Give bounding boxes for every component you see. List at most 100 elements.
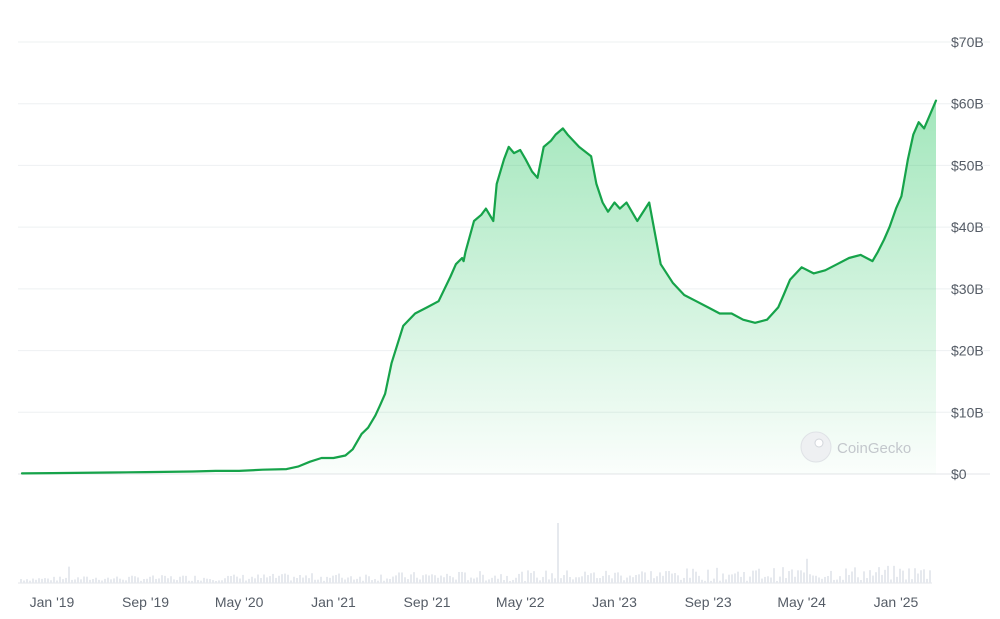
x-tick-label: May '20	[215, 594, 264, 610]
volume-bar	[200, 580, 202, 583]
volume-bar	[833, 579, 835, 583]
volume-bar	[626, 577, 628, 583]
volume-bar	[59, 576, 61, 583]
volume-bar	[371, 580, 373, 583]
volume-bar	[260, 577, 262, 583]
volume-bar	[326, 576, 328, 583]
y-tick-label: $30B	[951, 281, 984, 297]
volume-bar	[131, 575, 133, 583]
volume-bar	[407, 579, 409, 583]
volume-bar	[863, 571, 865, 583]
volume-bar	[914, 568, 916, 583]
volume-bar	[509, 580, 511, 583]
volume-bar	[530, 572, 532, 583]
volume-bar	[707, 569, 709, 583]
volume-bar	[731, 574, 733, 583]
volume-bar	[614, 572, 616, 583]
volume-bar	[773, 568, 775, 583]
y-tick-label: $40B	[951, 219, 984, 235]
volume-bar	[740, 576, 742, 583]
volume-bar	[320, 576, 322, 583]
volume-bar	[497, 578, 499, 583]
volume-bar	[884, 569, 886, 583]
volume-bar	[803, 572, 805, 583]
volume-bar	[182, 575, 184, 583]
volume-bar	[458, 571, 460, 583]
volume-bar	[284, 573, 286, 583]
volume-bar	[896, 576, 898, 583]
volume-bar	[380, 574, 382, 583]
volume-bar	[302, 577, 304, 583]
volume-bar	[359, 576, 361, 583]
market-cap-area-fill	[22, 100, 936, 474]
volume-bar	[902, 570, 904, 583]
volume-bar	[188, 580, 190, 583]
volume-bar	[872, 575, 874, 583]
x-tick-label: Sep '19	[122, 594, 169, 610]
volume-bar	[611, 578, 613, 583]
volume-bar	[923, 569, 925, 583]
x-tick-label: Sep '21	[404, 594, 451, 610]
volume-bar	[839, 576, 841, 583]
y-tick-label: $60B	[951, 96, 984, 112]
volume-bar	[374, 579, 376, 583]
volume-bar	[719, 580, 721, 583]
y-tick-label: $20B	[951, 343, 984, 359]
volume-bar	[281, 574, 283, 583]
volume-bar	[368, 576, 370, 583]
volume-bar	[449, 575, 451, 583]
volume-bar	[437, 577, 439, 583]
volume-bar	[548, 579, 550, 583]
volume-bar	[422, 575, 424, 583]
volume-bar	[578, 577, 580, 583]
coingecko-logo-icon	[800, 431, 832, 463]
volume-bar	[728, 574, 730, 583]
volume-bar	[317, 579, 319, 583]
volume-bar	[269, 576, 271, 583]
volume-bar	[890, 579, 892, 583]
volume-bar	[149, 576, 151, 583]
volume-bar	[350, 576, 352, 583]
volume-bar	[62, 579, 64, 583]
volume-bar	[47, 578, 49, 583]
volume-bar	[866, 578, 868, 583]
volume-bar	[386, 578, 388, 583]
volume-bar	[278, 575, 280, 583]
volume-bar	[785, 578, 787, 583]
volume-bar	[506, 575, 508, 583]
volume-bar	[668, 571, 670, 583]
volume-bar	[749, 576, 751, 583]
x-tick-label: Jan '21	[311, 594, 356, 610]
volume-bar	[566, 570, 568, 583]
y-axis-tick-labels: $0 $10B $20B $30B $40B $50B $60B $70B	[951, 34, 984, 482]
volume-bar	[851, 571, 853, 583]
volume-bar	[230, 575, 232, 583]
volume-bar	[608, 575, 610, 583]
volume-bar	[698, 575, 700, 583]
volume-bar	[860, 579, 862, 583]
volume-bar	[653, 578, 655, 583]
volume-bar	[95, 577, 97, 583]
volume-bar	[23, 580, 25, 583]
volume-bar	[155, 578, 157, 583]
volume-bar	[38, 578, 40, 583]
volume-bar	[887, 565, 889, 583]
volume-bar	[557, 523, 559, 583]
volume-bar	[779, 576, 781, 583]
volume-bar	[83, 576, 85, 583]
volume-bars	[20, 523, 931, 583]
volume-bar	[842, 579, 844, 583]
volume-bar	[197, 580, 199, 583]
volume-bar	[74, 579, 76, 583]
volume-bar	[233, 574, 235, 583]
volume-bar	[917, 573, 919, 583]
volume-bar	[641, 571, 643, 583]
volume-bar	[416, 577, 418, 583]
volume-bar	[794, 576, 796, 583]
volume-bar	[29, 580, 31, 583]
volume-bar	[878, 567, 880, 583]
volume-bar	[239, 578, 241, 583]
volume-bar	[836, 579, 838, 583]
volume-bar	[674, 573, 676, 583]
